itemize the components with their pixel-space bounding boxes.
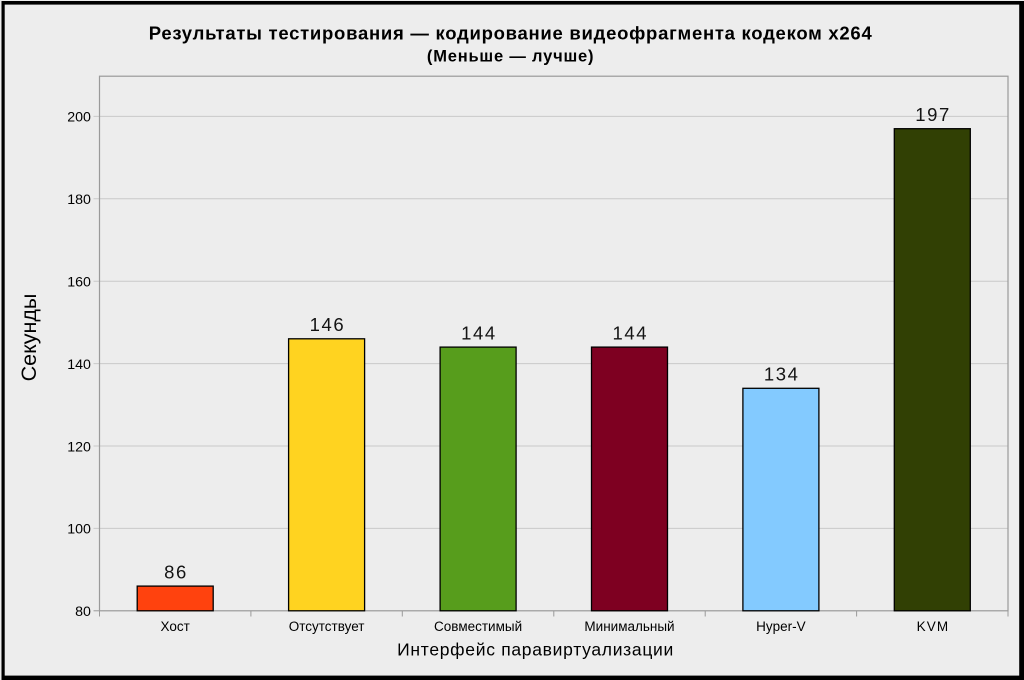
svg-text:200: 200: [67, 110, 91, 126]
svg-text:Hyper-V: Hyper-V: [756, 619, 806, 634]
svg-text:KVM: KVM: [917, 619, 950, 634]
svg-text:180: 180: [67, 192, 91, 208]
svg-text:Секунды: Секунды: [17, 294, 41, 382]
svg-text:120: 120: [67, 439, 91, 455]
svg-text:Интерфейс паравиртуализации: Интерфейс паравиртуализации: [397, 639, 674, 659]
svg-text:86: 86: [164, 562, 188, 583]
svg-text:134: 134: [764, 364, 800, 385]
svg-text:Совместимый: Совместимый: [434, 619, 522, 634]
svg-text:(Меньше — лучше): (Меньше — лучше): [427, 48, 594, 66]
svg-text:Результаты тестирования — коди: Результаты тестирования — кодирование ви…: [149, 23, 873, 44]
svg-text:Минимальный: Минимальный: [584, 619, 674, 634]
svg-text:144: 144: [612, 323, 648, 344]
svg-text:Отсутствует: Отсутствует: [289, 619, 365, 634]
svg-text:146: 146: [310, 314, 346, 335]
svg-text:Хост: Хост: [161, 619, 190, 634]
svg-text:160: 160: [67, 275, 91, 291]
svg-text:100: 100: [67, 522, 91, 538]
svg-text:80: 80: [75, 604, 91, 620]
svg-text:197: 197: [915, 104, 951, 125]
svg-text:140: 140: [67, 357, 91, 373]
svg-text:144: 144: [461, 323, 497, 344]
